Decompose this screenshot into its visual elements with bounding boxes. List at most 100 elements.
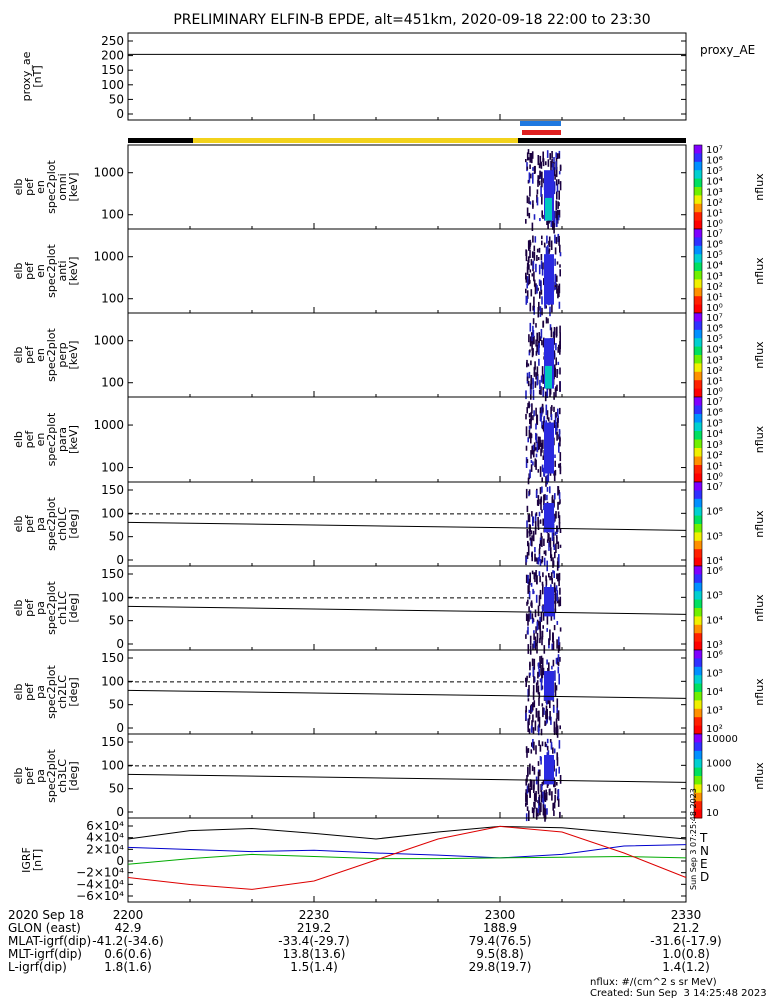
y-axis-label: [keV] [67, 341, 80, 370]
spectrogram-pixel [542, 158, 545, 167]
spectrogram-pixel [536, 414, 538, 424]
spectrogram-pixel [538, 389, 541, 395]
colorbar-tick-label: 10⁷ [706, 482, 723, 493]
spectrogram-pixel [559, 367, 561, 375]
spectrogram-pixel [543, 242, 546, 248]
y-tick-label: 150 [101, 63, 124, 77]
spectrogram-pixel [555, 327, 558, 338]
spectrogram-pixel [528, 429, 531, 439]
spectrogram-pixel [532, 702, 534, 711]
colorbar-tick-label: 10⁴ [706, 177, 723, 188]
spectrogram-pixel [557, 511, 560, 519]
spectrogram-pixel [553, 392, 555, 400]
spectrogram-pixel [557, 215, 560, 221]
colorbar-segment [694, 262, 702, 272]
colorbar-segment [694, 582, 702, 592]
spectrogram-pixel [558, 202, 560, 207]
spectrogram-pixel [559, 544, 562, 548]
glon-label: GLON (east) [8, 921, 81, 935]
spectrogram-pixel [540, 681, 543, 691]
colorbar-tick-label: 10⁵ [706, 250, 723, 261]
spectrogram-pixel [541, 171, 543, 182]
spectrogram-pixel [555, 169, 558, 177]
spectrogram-pixel [558, 554, 560, 563]
spectrogram-pixel [531, 151, 534, 159]
igrf-line-D [127, 825, 687, 890]
spectrogram-pixel [531, 222, 534, 231]
spectrogram-pixel [540, 559, 543, 564]
colorbar-segment [694, 574, 702, 584]
spectrogram-pixel [537, 771, 540, 781]
spectrogram-pixel [549, 472, 552, 476]
spectrogram-pixel [536, 632, 539, 644]
spectrogram-pixel [532, 260, 535, 270]
colorbar-segment [694, 507, 702, 517]
spectrogram-pixel [535, 557, 537, 562]
panel-igrf: IGRF[nT] 6×10⁴4×10⁴2×10⁴0−2×10⁴−4×10⁴−6×1… [20, 817, 709, 903]
colorbar-segment [694, 414, 702, 423]
y-tick-label: 100 [101, 376, 124, 390]
colorbar-segment [694, 557, 702, 567]
y-tick-label: 4×10⁴ [86, 831, 124, 845]
spectrogram-pixel [533, 166, 536, 174]
spectrogram-pixel [557, 541, 560, 549]
spectrogram-pixel [534, 381, 537, 388]
spectrogram-pixel [550, 414, 553, 421]
spectrogram-pixel [531, 538, 533, 547]
spectrogram-pixel [540, 501, 542, 510]
spectrogram-pixel [553, 472, 556, 482]
spectrogram-pixel [540, 186, 542, 197]
spectrogram-pixel [532, 461, 534, 466]
spectrogram-pixel [548, 240, 550, 246]
spectrogram-pixel [539, 629, 542, 640]
spectrogram-pixel [550, 240, 553, 250]
spectrogram-pixel [533, 767, 536, 775]
spectrogram-pixel [550, 406, 552, 417]
spectrogram-pixel [555, 179, 558, 186]
spectrogram-pixel [539, 172, 542, 176]
spectrogram-pixel [528, 350, 531, 356]
spectrogram-pixel [541, 477, 543, 482]
y-axis-label: en [34, 264, 47, 278]
spectrogram-pixel [532, 318, 535, 325]
spectrogram-pixel [552, 222, 554, 230]
colorbar-segment [694, 304, 702, 314]
spectrogram-pixel [536, 284, 538, 294]
colorbar-segment [694, 203, 702, 213]
spectrogram-pixel [558, 235, 560, 246]
mlat-label: MLAT-igrf(dip) [8, 934, 91, 948]
y-axis-label: en [34, 348, 47, 362]
spectrogram-pixel [543, 494, 546, 500]
spectrogram-pixel [558, 171, 561, 175]
spectrogram-pixel [555, 200, 558, 211]
igrf-line-T [127, 825, 687, 840]
spectrogram-pixel [532, 415, 534, 421]
spectrogram-pixel [554, 600, 557, 610]
spectrogram-pixel [529, 186, 531, 197]
colorbar-segment [694, 708, 702, 718]
colorbar-tick-label: 10³ [706, 706, 723, 717]
spectrogram-pixel [541, 605, 544, 613]
spectrogram-pixel [534, 553, 536, 562]
spectrogram-pixel [539, 756, 542, 761]
loss-cone-line [127, 689, 687, 699]
colorbar-segment [694, 809, 702, 819]
spectrogram-pixel [546, 659, 548, 665]
spectrogram-pixel [545, 575, 547, 582]
colorbar-segment [694, 784, 702, 794]
spectrogram-pixel [529, 341, 532, 347]
spectrogram-pixel [539, 769, 541, 777]
spectrogram-pixel [557, 662, 560, 666]
spectrogram-pixel [556, 535, 558, 539]
spectrogram-pixel [546, 752, 549, 758]
spectrogram-pixel [540, 655, 543, 665]
spectrogram-pixel [532, 444, 535, 456]
spectrogram-pixel [525, 445, 528, 451]
spectrogram-pixel [525, 574, 528, 583]
spectrogram-pixel [557, 417, 559, 428]
spectrogram-pixel [543, 505, 545, 511]
spectrogram-pixel [543, 538, 545, 546]
spectrogram-pixel [531, 617, 534, 624]
spectrogram-pixel [527, 721, 529, 732]
spectrogram-pixel [553, 721, 556, 733]
